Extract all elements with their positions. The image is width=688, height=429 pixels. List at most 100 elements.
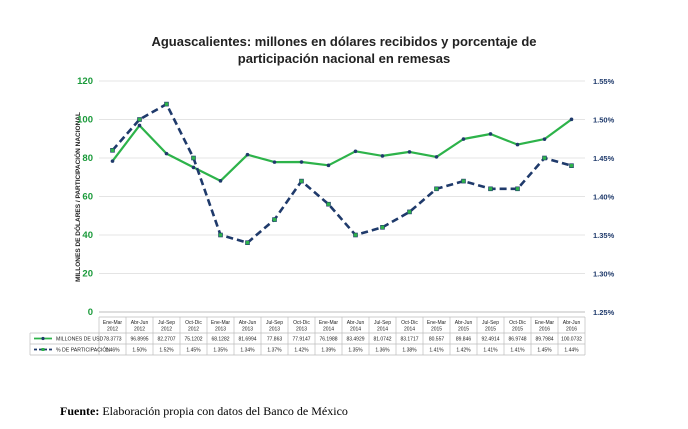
grid — [99, 80, 585, 313]
left-axis-ticks: 0 20 40 60 80 100 120 — [77, 76, 93, 318]
table-cell: 1.41% — [483, 347, 498, 353]
y2-tick-label: 1.25% — [593, 308, 615, 317]
y-tick-label: 40 — [82, 230, 93, 241]
y2-tick-label: 1.30% — [593, 270, 615, 279]
y-tick-label: 100 — [77, 115, 93, 126]
data-point-usd — [191, 165, 196, 170]
table-cell: 1.38% — [402, 347, 417, 353]
table-cell: 89.7984 — [535, 336, 553, 342]
table-cell: 77.863 — [267, 336, 283, 342]
category-year: 2013 — [296, 327, 307, 333]
data-point-participacion — [110, 148, 115, 153]
table-cell: 100.0732 — [561, 336, 582, 342]
table-cell: 1.41% — [429, 347, 444, 353]
category-label: Jul-Sep — [158, 320, 175, 326]
category-year: 2012 — [134, 327, 145, 333]
data-point-usd — [110, 159, 115, 163]
data-point-participacion — [137, 117, 142, 122]
data-point-usd — [515, 142, 520, 147]
data-point-usd — [353, 149, 358, 154]
table-cell: 1.34% — [240, 347, 255, 353]
y-tick-label: 0 — [88, 307, 93, 318]
data-point-usd — [434, 155, 439, 159]
category-label: Oct-Dic — [293, 320, 310, 326]
category-year: 2016 — [539, 327, 550, 333]
table-cell: 1.37% — [267, 347, 282, 353]
data-point-participacion — [569, 163, 574, 168]
table-cell: 75.1202 — [184, 336, 202, 342]
table-cell: 68.1282 — [211, 336, 229, 342]
y-tick-label: 80 — [82, 153, 93, 164]
category-label: Oct-Dic — [185, 320, 202, 326]
table-cell: 83.4929 — [346, 336, 364, 342]
data-point-participacion — [542, 155, 547, 161]
category-year: 2013 — [242, 327, 253, 333]
data-point-participacion — [191, 155, 196, 161]
category-label: Abr-Jun — [347, 320, 365, 326]
chart: Aguascalientes: millones en dólares reci… — [29, 34, 615, 356]
data-point-participacion — [488, 186, 493, 192]
data-point-participacion — [299, 178, 304, 184]
right-axis-ticks: 1.25% 1.30% 1.35% 1.40% 1.45% 1.50% 1.55% — [593, 77, 615, 317]
source-text: Elaboración propia con datos del Banco d… — [99, 404, 348, 418]
table-cell: 81.0742 — [373, 336, 391, 342]
data-point-participacion — [245, 240, 250, 245]
series-layer — [110, 101, 574, 245]
table-cell: 81.6994 — [238, 336, 256, 342]
category-label: Ene-Mar — [319, 320, 339, 326]
category-year: 2014 — [404, 327, 415, 333]
data-point-usd — [569, 117, 574, 122]
data-point-usd — [326, 163, 331, 168]
table-cell: 96.8995 — [130, 336, 148, 342]
data-point-usd — [461, 137, 466, 141]
y2-tick-label: 1.45% — [593, 154, 615, 163]
data-point-usd — [380, 154, 385, 158]
table-cell: 92.4914 — [481, 336, 499, 342]
data-point-usd — [488, 132, 493, 136]
table-cell: 1.35% — [213, 347, 228, 353]
category-year: 2012 — [107, 327, 118, 333]
y-tick-label: 20 — [82, 269, 93, 280]
table-cell: 1.41% — [510, 347, 525, 353]
table-cell: 1.44% — [564, 347, 579, 353]
data-point-participacion — [353, 232, 358, 238]
category-year: 2013 — [215, 327, 226, 333]
chart-title-line-2: participación nacional en remesas — [238, 51, 450, 66]
y2-tick-label: 1.50% — [593, 116, 615, 125]
table-cell: 1.35% — [348, 347, 363, 353]
category-label: Ene-Mar — [103, 320, 123, 326]
data-point-participacion — [218, 232, 223, 238]
data-point-participacion — [407, 209, 412, 215]
legend-marker — [41, 336, 45, 341]
table-cell: 1.42% — [456, 347, 471, 353]
legend-label: MILLONES DE USD — [56, 336, 104, 342]
data-point-usd — [164, 151, 169, 156]
table-cell: 1.52% — [159, 347, 174, 353]
category-year: 2012 — [188, 327, 199, 333]
category-label: Oct-Dic — [401, 320, 418, 326]
data-point-usd — [137, 123, 142, 128]
category-year: 2013 — [269, 327, 280, 333]
data-point-participacion — [164, 101, 169, 107]
table-cell: 78.3773 — [103, 336, 121, 342]
table-cell: 1.39% — [321, 347, 336, 353]
category-label: Jul-Sep — [374, 320, 391, 326]
category-label: Abr-Jun — [563, 320, 581, 326]
category-label: Ene-Mar — [211, 320, 231, 326]
table-cell: 1.46% — [105, 347, 120, 353]
table-cell: 1.42% — [294, 347, 309, 353]
table-cell: 76.1988 — [319, 336, 337, 342]
source-label: Fuente: — [60, 404, 100, 418]
category-year: 2016 — [566, 327, 577, 333]
data-point-usd — [299, 160, 304, 164]
category-year: 2012 — [161, 327, 172, 333]
series-line-1 — [111, 118, 573, 182]
category-label: Jul-Sep — [482, 320, 499, 326]
y2-tick-label: 1.40% — [593, 193, 615, 202]
category-label: Ene-Mar — [535, 320, 555, 326]
legend-label: % DE PARTICIPACIÓN — [56, 346, 110, 353]
category-year: 2015 — [485, 327, 496, 333]
data-point-participacion — [272, 217, 277, 222]
y-tick-label: 60 — [82, 192, 93, 203]
data-point-usd — [272, 160, 277, 164]
